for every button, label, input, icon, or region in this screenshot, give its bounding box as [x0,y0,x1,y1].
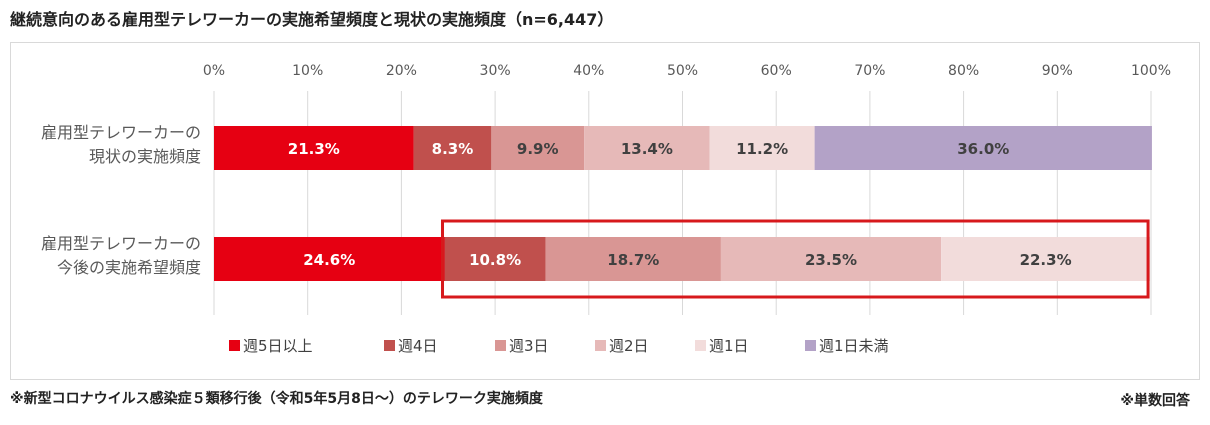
footnote-period: ※新型コロナウイルス感染症５類移行後（令和5年5月8日～）のテレワーク実施頻度 [10,391,543,407]
x-tick-label: 0% [203,63,225,79]
legend-label: 週2日 [609,337,649,355]
x-tick-label: 90% [1042,63,1073,79]
data-label: 8.3% [432,140,474,158]
legend-swatch [495,340,506,351]
footnote-single-answer: ※単数回答 [1120,393,1190,409]
x-tick-label: 50% [667,63,698,79]
x-tick-label: 20% [386,63,417,79]
bar-segment [720,237,942,281]
x-tick-label: 80% [948,63,979,79]
data-label: 9.9% [517,140,559,158]
data-label: 23.5% [805,251,857,269]
chart-frame: 0% 10% 20% 30% 40% 50% 60% 70% 80% 90% 100% 雇用型テレワー… [10,42,1200,380]
category-label: 雇用型テレワーカーの [41,123,201,142]
category-label: 今後の実施希望頻度 [57,258,201,277]
legend-label: 週5日以上 [243,337,313,355]
data-label: 18.7% [607,251,659,269]
legend-swatch [805,340,816,351]
data-label: 13.4% [621,140,673,158]
chart-title: 継続意向のある雇用型テレワーカーの実施希望頻度と現状の実施頻度（n=6,447） [10,10,614,29]
legend-label: 週1日未満 [819,337,889,355]
legend-swatch [229,340,240,351]
data-label: 11.2% [736,140,788,158]
data-label: 36.0% [957,140,1009,158]
highlight-box [441,219,1150,299]
bar-segment [814,126,1152,170]
legend-label: 週3日 [509,337,549,355]
bar-segment [545,237,721,281]
category-label: 雇用型テレワーカーの [41,234,201,253]
legend-swatch [695,340,706,351]
x-tick-label: 30% [480,63,511,79]
bar-segment [444,237,546,281]
bar-segment [584,126,710,170]
bar-segment [941,237,1151,281]
bar-segment [214,126,414,170]
stacked-bar-chart: 0% 10% 20% 30% 40% 50% 60% 70% 80% 90% 100% 雇用型テレワー… [41,63,1171,355]
data-label: 22.3% [1020,251,1072,269]
legend-swatch [384,340,395,351]
x-tick-label: 100% [1131,63,1171,79]
bar-segment [709,126,815,170]
legend-label: 週1日 [709,337,749,355]
x-tick-label: 40% [573,63,604,79]
x-tick-label: 70% [854,63,885,79]
bar-segment [413,126,492,170]
data-label: 10.8% [469,251,521,269]
data-label: 21.3% [288,140,340,158]
bar-segment [214,237,445,281]
x-tick-label: 60% [761,63,792,79]
category-label: 現状の実施頻度 [89,147,201,166]
legend-label: 週4日 [398,337,438,355]
data-label: 24.6% [303,251,355,269]
legend-swatch [595,340,606,351]
x-tick-label: 10% [292,63,323,79]
bar-segment [491,126,585,170]
